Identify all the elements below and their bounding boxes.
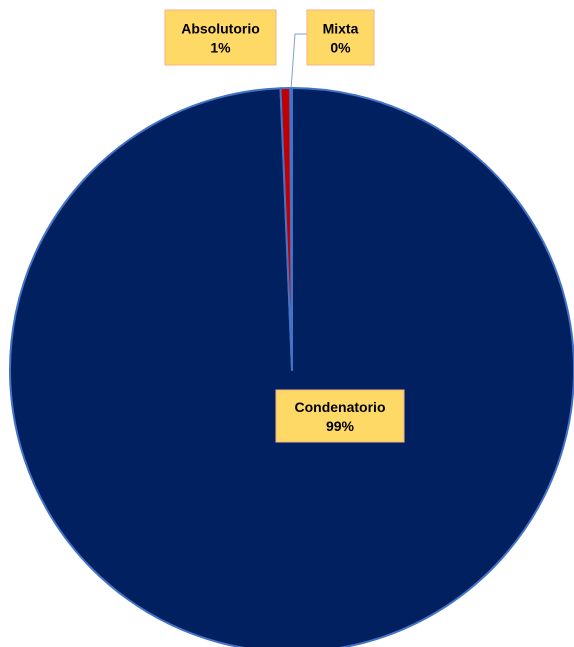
data-label-condenatorio: Condenatorio 99% [275,389,405,443]
data-label-percent-mixta: 0% [330,40,351,56]
leader-line-mixta [290,33,307,89]
pie-slice-mixta [289,87,293,371]
data-label-box-condenatorio [275,389,405,443]
data-label-percent-condenatorio: 99% [326,418,355,434]
slices-layer [9,87,574,647]
data-label-absolutorio: Absolutorio 1% [164,9,277,66]
data-label-category-condenatorio: Condenatorio [295,399,386,415]
data-label-percent-absolutorio: 1% [210,40,231,56]
data-label-category-absolutorio: Absolutorio [181,21,260,37]
leader-lines-layer [290,33,307,89]
data-label-box-mixta [306,9,375,66]
data-label-box-absolutorio [164,9,277,66]
data-label-mixta: Mixta 0% [306,9,375,66]
pie-slice-condenatorio [9,87,574,647]
data-label-category-mixta: Mixta [323,21,359,37]
data-labels-layer: Condenatorio 99% Absolutorio 1% Mixta 0% [164,9,405,443]
